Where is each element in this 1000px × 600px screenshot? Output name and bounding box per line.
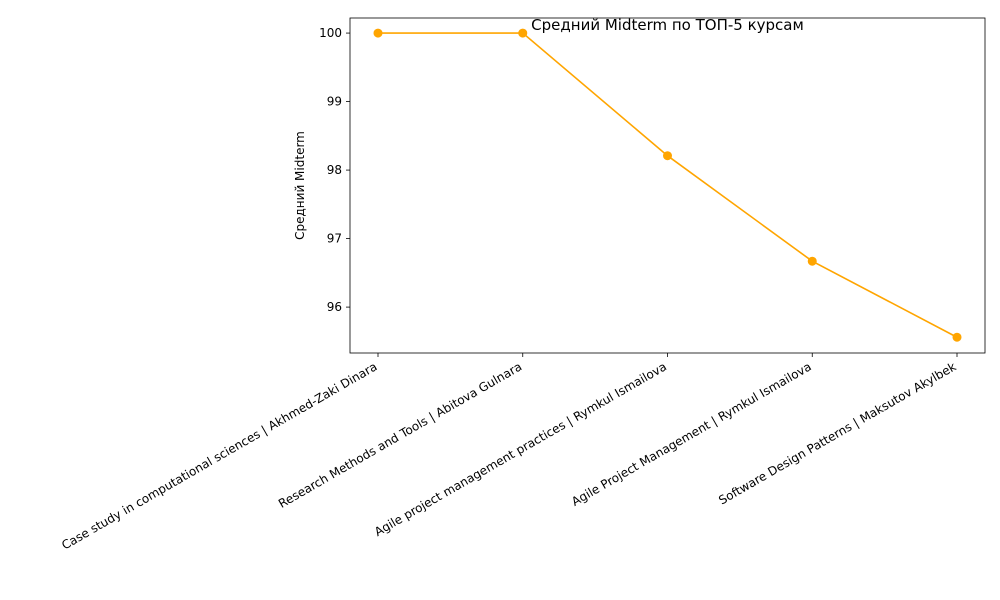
y-axis-label: Средний Midterm — [293, 131, 307, 240]
data-point — [373, 28, 383, 38]
x-tick-label: Research Methods and Tools | Abitova Gul… — [276, 359, 524, 510]
x-tick-label: Agile Project Management | Rymkul Ismail… — [569, 359, 814, 508]
y-axis-ticks: 96 97 98 99 100 — [319, 26, 350, 314]
x-axis-ticks: Case study in computational sciences | A… — [59, 353, 959, 552]
data-point — [807, 256, 817, 266]
y-tick-label: 100 — [319, 26, 342, 40]
axes-frame — [349, 17, 986, 354]
x-tick-label: Case study in computational sciences | A… — [59, 359, 379, 552]
data-point — [663, 151, 672, 161]
y-tick-label: 96 — [327, 300, 342, 314]
series-line — [378, 32, 958, 338]
data-point — [952, 332, 962, 342]
y-tick-label: 98 — [327, 163, 342, 177]
data-point — [518, 28, 528, 38]
x-tick-label: Software Design Patterns | Maksutov Akyl… — [716, 359, 958, 507]
y-tick-label: 97 — [327, 232, 342, 246]
chart-title: Средний Midterm по ТОП-5 курсам — [531, 16, 804, 34]
plot-area — [373, 28, 962, 342]
x-tick-label: Agile project management practices | Rym… — [372, 359, 669, 539]
y-tick-label: 99 — [327, 95, 342, 109]
